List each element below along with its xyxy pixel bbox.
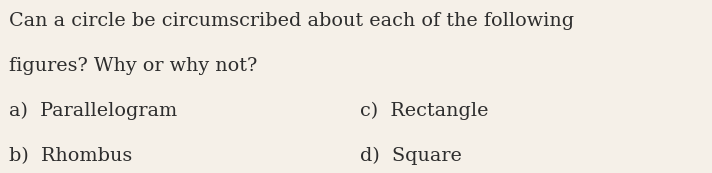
Text: d)  Square: d) Square [360, 147, 461, 165]
Text: a)  Parallelogram: a) Parallelogram [9, 102, 177, 120]
Text: b)  Rhombus: b) Rhombus [9, 147, 132, 165]
Text: c)  Rectangle: c) Rectangle [360, 102, 488, 120]
Text: Can a circle be circumscribed about each of the following: Can a circle be circumscribed about each… [9, 12, 574, 30]
Text: figures? Why or why not?: figures? Why or why not? [9, 57, 257, 75]
